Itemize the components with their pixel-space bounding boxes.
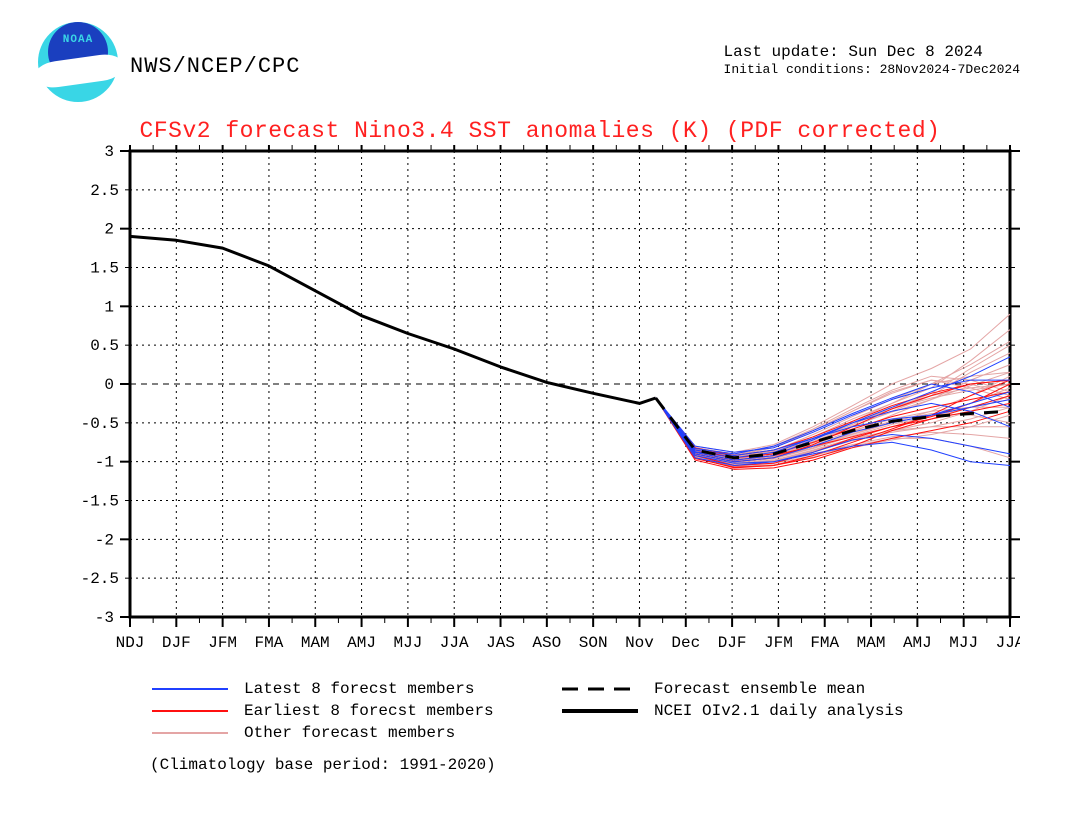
- svg-text:-3: -3: [95, 609, 114, 627]
- svg-text:3: 3: [104, 145, 114, 161]
- svg-text:1: 1: [104, 298, 114, 316]
- svg-text:Dec: Dec: [671, 634, 700, 652]
- svg-text:0.5: 0.5: [90, 337, 119, 355]
- svg-text:ASO: ASO: [532, 634, 561, 652]
- svg-text:2: 2: [104, 221, 114, 239]
- last-update-label: Last update: Sun Dec 8 2024: [724, 42, 1020, 62]
- legend-swatch-earliest: [150, 702, 230, 720]
- legend-label: Forecast ensemble mean: [654, 680, 865, 698]
- svg-text:2.5: 2.5: [90, 182, 119, 200]
- forecast-chart: -3 -2.5 -2 -1.5 -1 -0.5 0 0.5 1 1.5 2 2.5 3 NDJ DJF JFM…: [60, 145, 1020, 665]
- climatology-note: (Climatology base period: 1991-2020): [150, 756, 970, 774]
- noaa-logo-text: NOAA: [38, 34, 118, 46]
- legend-label: Latest 8 forecst members: [244, 680, 474, 698]
- svg-text:DJF: DJF: [718, 634, 747, 652]
- svg-text:Nov: Nov: [625, 634, 654, 652]
- legend-swatch-latest: [150, 680, 230, 698]
- svg-text:MAM: MAM: [301, 634, 330, 652]
- svg-text:JJA: JJA: [440, 634, 469, 652]
- svg-text:JFM: JFM: [208, 634, 237, 652]
- svg-text:MJJ: MJJ: [393, 634, 422, 652]
- svg-text:0: 0: [104, 376, 114, 394]
- svg-text:AMJ: AMJ: [347, 634, 376, 652]
- legend-swatch-other: [150, 724, 230, 742]
- svg-text:1.5: 1.5: [90, 260, 119, 278]
- svg-text:FMA: FMA: [255, 634, 284, 652]
- svg-text:JJA: JJA: [996, 634, 1020, 652]
- legend-swatch-ensmean: [560, 680, 640, 698]
- legend-label: Other forecast members: [244, 724, 455, 742]
- svg-text:MJJ: MJJ: [949, 634, 978, 652]
- svg-text:MAM: MAM: [857, 634, 886, 652]
- chart-title: CFSv2 forecast Nino3.4 SST anomalies (K)…: [0, 118, 1080, 144]
- svg-text:-1.5: -1.5: [81, 493, 119, 511]
- svg-text:-1: -1: [95, 454, 114, 472]
- svg-text:-2: -2: [95, 531, 114, 549]
- noaa-logo: NOAA: [38, 22, 118, 102]
- agency-label: NWS/NCEP/CPC: [130, 54, 300, 79]
- initial-conditions-label: Initial conditions: 28Nov2024-7Dec2024: [724, 62, 1020, 78]
- svg-text:DJF: DJF: [162, 634, 191, 652]
- svg-text:-0.5: -0.5: [81, 415, 119, 433]
- svg-text:AMJ: AMJ: [903, 634, 932, 652]
- svg-text:SON: SON: [579, 634, 608, 652]
- legend-swatch-analysis: [560, 702, 640, 720]
- chart-legend: Latest 8 forecst members Forecast ensemb…: [150, 680, 970, 774]
- svg-text:FMA: FMA: [810, 634, 839, 652]
- svg-text:-2.5: -2.5: [81, 570, 119, 588]
- svg-text:JFM: JFM: [764, 634, 793, 652]
- svg-text:NDJ: NDJ: [116, 634, 145, 652]
- update-info: Last update: Sun Dec 8 2024 Initial cond…: [724, 42, 1020, 78]
- svg-text:JAS: JAS: [486, 634, 515, 652]
- legend-label: NCEI OIv2.1 daily analysis: [654, 702, 904, 720]
- legend-label: Earliest 8 forecst members: [244, 702, 494, 720]
